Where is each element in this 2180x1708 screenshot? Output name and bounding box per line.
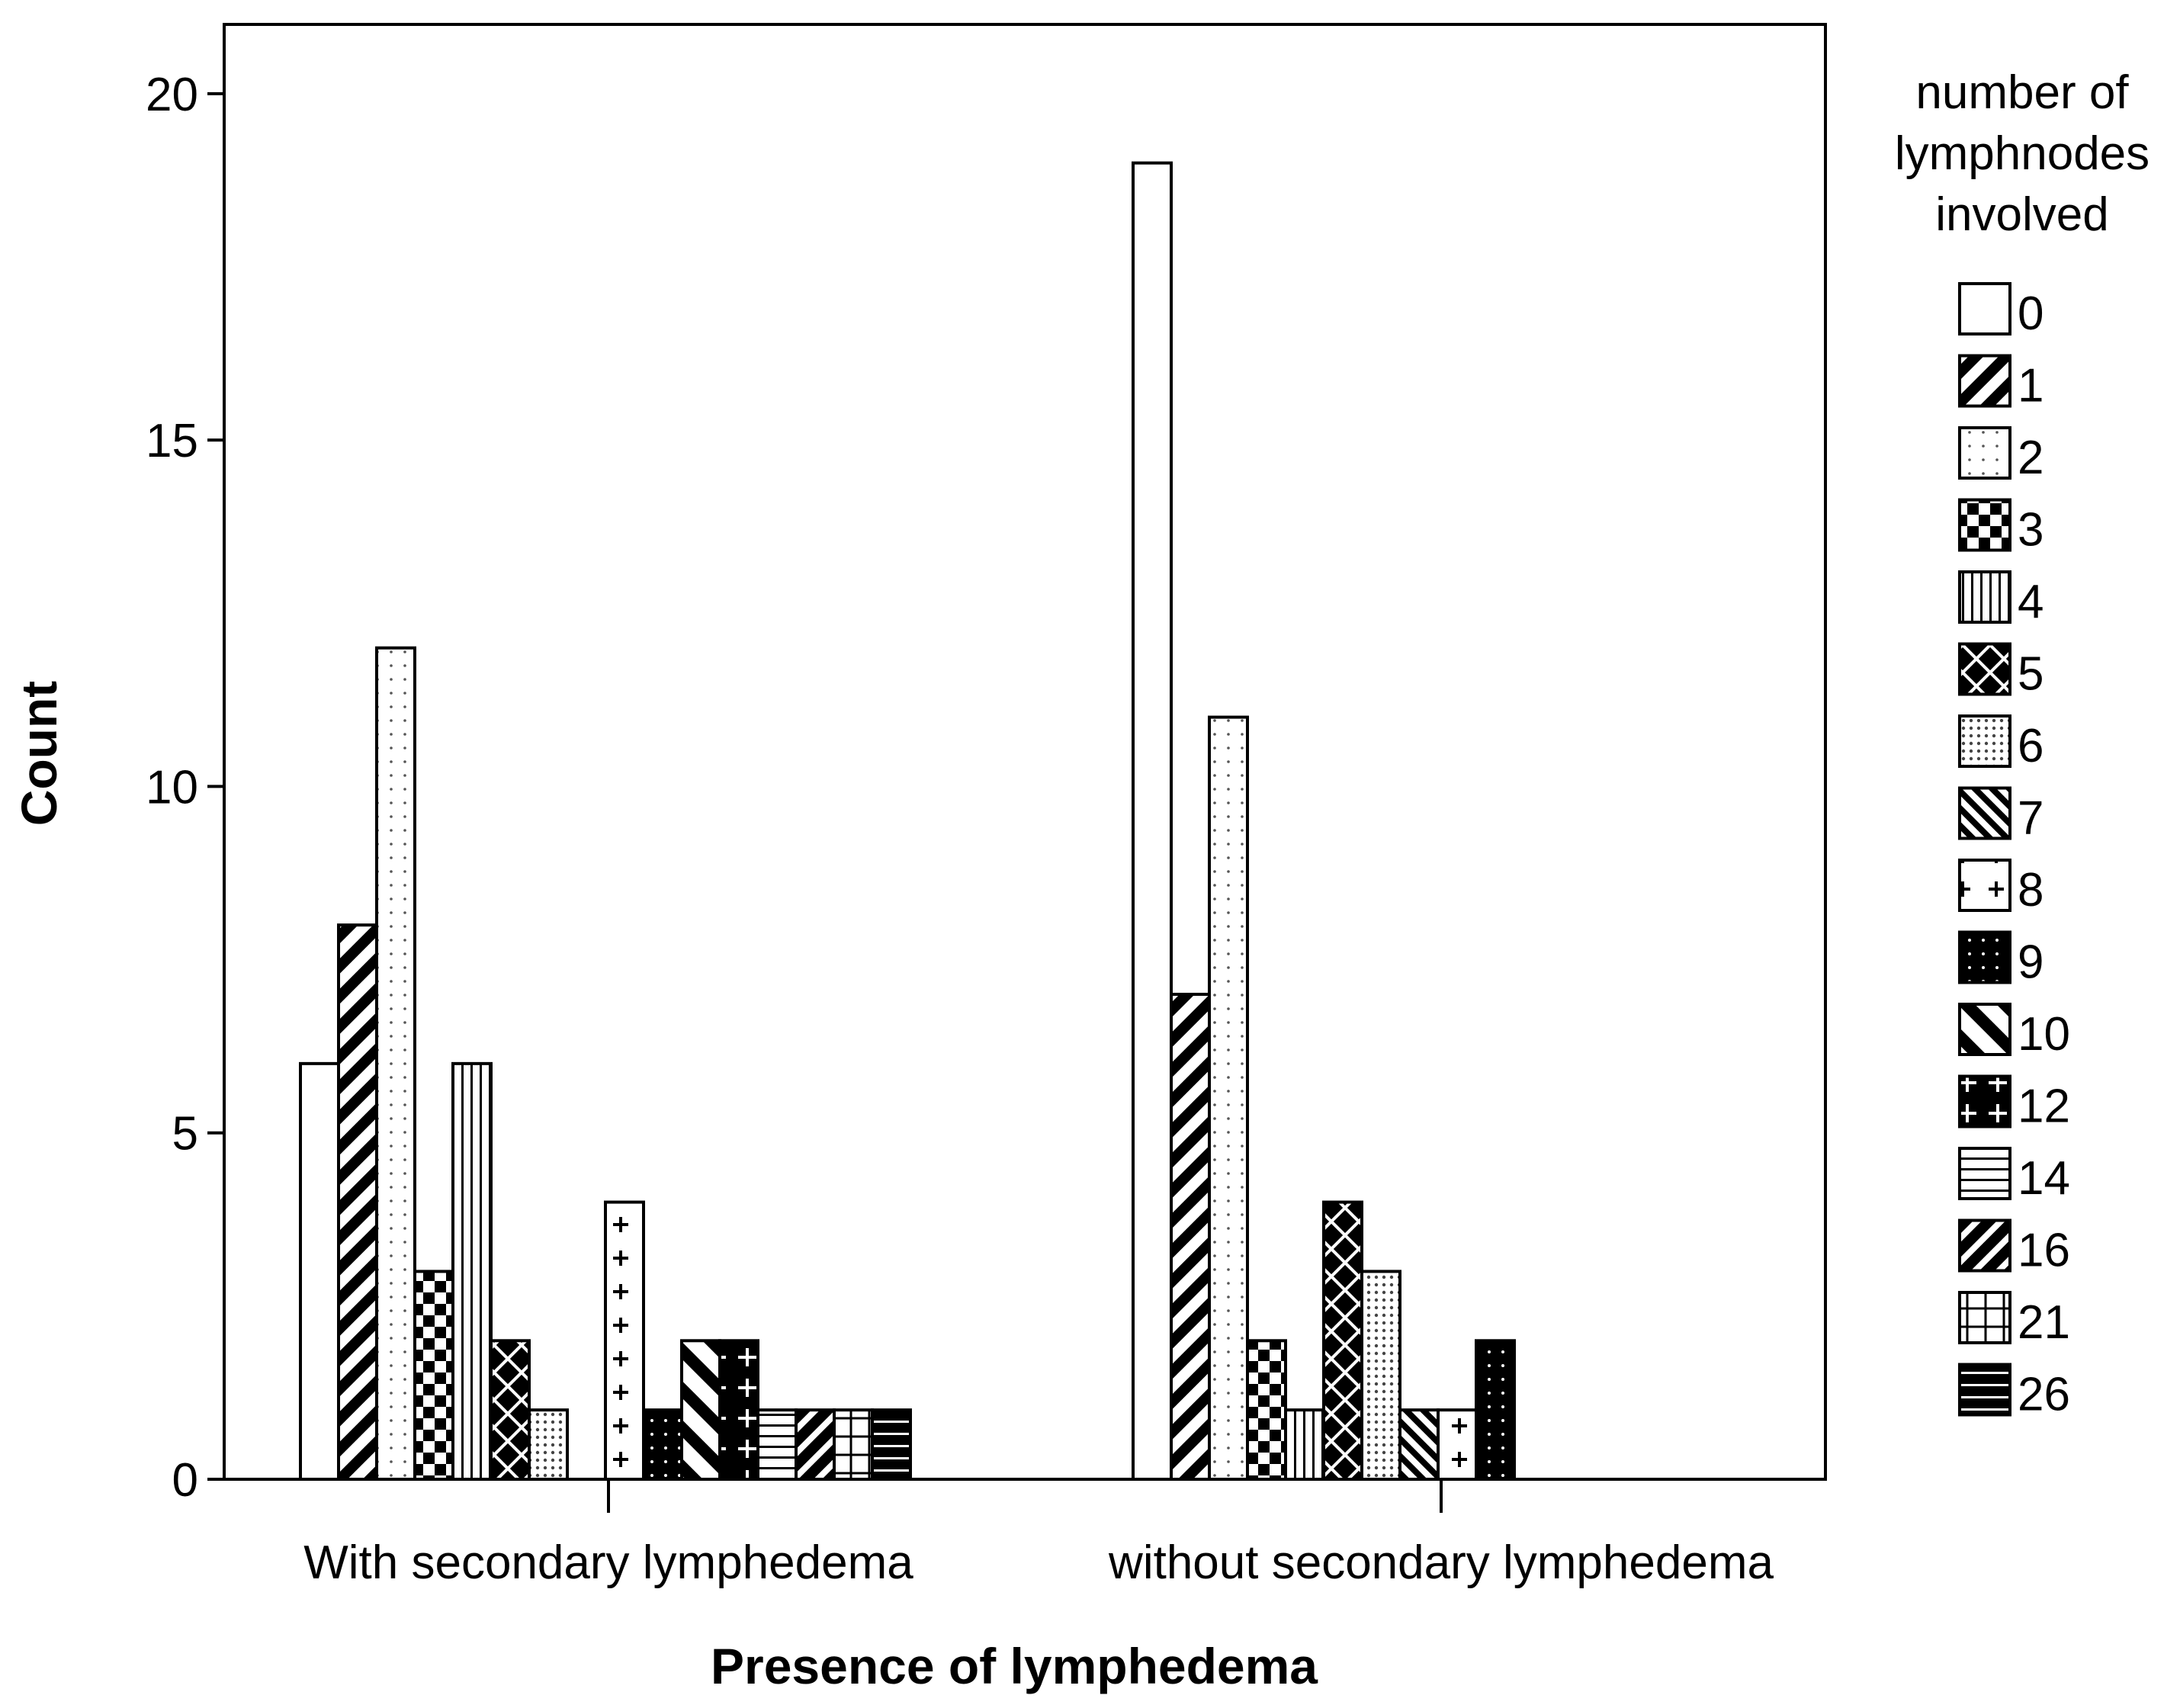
bar-7-without (1398, 1408, 1440, 1481)
legend-swatch-8 (1958, 859, 2011, 912)
bar-9-without (1475, 1339, 1516, 1482)
bar-9-with (642, 1408, 683, 1481)
legend-swatch-0 (1958, 282, 2011, 336)
x-category-label: With secondary lymphedema (303, 1536, 913, 1589)
y-tick-label: 15 (146, 415, 198, 467)
legend-swatch-3 (1958, 498, 2011, 552)
bar-6-without (1360, 1270, 1401, 1482)
bar-1-without (1170, 993, 1211, 1481)
bar-21-with (833, 1408, 874, 1481)
bar-4-with (451, 1061, 493, 1482)
bar-5-without (1322, 1200, 1363, 1481)
bar-2-without (1208, 715, 1249, 1481)
y-tick-label: 5 (172, 1108, 198, 1161)
legend-label-5: 5 (2018, 648, 2044, 701)
legend-swatch-2 (1958, 426, 2011, 480)
legend-label-12: 12 (2018, 1080, 2070, 1133)
legend-swatch-26 (1958, 1363, 2011, 1417)
y-axis-title: Count (11, 681, 67, 827)
legend-swatch-7 (1958, 786, 2011, 840)
legend-title-line: involved (1935, 188, 2108, 241)
bar-0-with (299, 1061, 340, 1482)
bars (299, 161, 1516, 1482)
legend-swatch-5 (1958, 642, 2011, 696)
x-axis-title: Presence of lymphedema (711, 1638, 1318, 1694)
bar-4-without (1284, 1408, 1325, 1481)
legend-label-8: 8 (2018, 864, 2044, 917)
legend-swatch-10 (1958, 1003, 2011, 1056)
legend-swatch-4 (1958, 570, 2011, 624)
legend-label-4: 4 (2018, 576, 2044, 628)
bar-3-without (1246, 1339, 1287, 1482)
bar-10-with (680, 1339, 721, 1482)
legend-swatch-21 (1958, 1291, 2011, 1344)
bar-2-with (375, 646, 416, 1482)
legend-label-7: 7 (2018, 792, 2044, 845)
legend-swatch-6 (1958, 714, 2011, 768)
bar-0-without (1132, 161, 1173, 1482)
legend-swatch-16 (1958, 1218, 2011, 1273)
x-axis: With secondary lymphedema without seconda… (303, 1479, 1774, 1589)
bar-5-with (490, 1339, 531, 1482)
y-axis: 0 5 10 15 20 (146, 69, 224, 1507)
legend-swatch-14 (1958, 1147, 2011, 1200)
legend-label-2: 2 (2018, 432, 2044, 484)
bar-8-without (1437, 1408, 1478, 1481)
plot-frame (223, 23, 1827, 1481)
legend-label-26: 26 (2018, 1369, 2070, 1421)
legend-label-14: 14 (2018, 1152, 2070, 1205)
bar-1-with (337, 923, 378, 1481)
bar-12-with (718, 1339, 759, 1482)
bar-14-with (756, 1408, 798, 1481)
plot-area (223, 23, 1827, 1481)
legend-label-3: 3 (2018, 504, 2044, 557)
bar-8-with (604, 1200, 645, 1481)
y-tick-label: 20 (146, 69, 198, 121)
legend-label-1: 1 (2018, 360, 2044, 413)
legend-label-0: 0 (2018, 287, 2044, 340)
y-tick-label: 10 (146, 761, 198, 814)
legend: number oflymphnodesinvolved0123456789101… (1895, 66, 2149, 1421)
legend-swatch-1 (1958, 354, 2011, 408)
bar-6-with (528, 1408, 569, 1481)
legend-label-16: 16 (2018, 1225, 2070, 1277)
legend-title-line: number of (1915, 66, 2129, 119)
legend-label-10: 10 (2018, 1008, 2070, 1061)
legend-label-9: 9 (2018, 936, 2044, 989)
y-tick-label: 0 (172, 1454, 198, 1507)
legend-label-6: 6 (2018, 720, 2044, 772)
bar-26-with (871, 1408, 912, 1481)
legend-swatch-12 (1958, 1074, 2011, 1128)
legend-swatch-9 (1958, 930, 2011, 984)
x-category-label: without secondary lymphedema (1108, 1536, 1774, 1589)
bar-16-with (795, 1408, 836, 1481)
legend-title-line: lymphnodes (1895, 127, 2149, 180)
bar-3-with (413, 1270, 454, 1482)
legend-label-21: 21 (2018, 1296, 2070, 1349)
